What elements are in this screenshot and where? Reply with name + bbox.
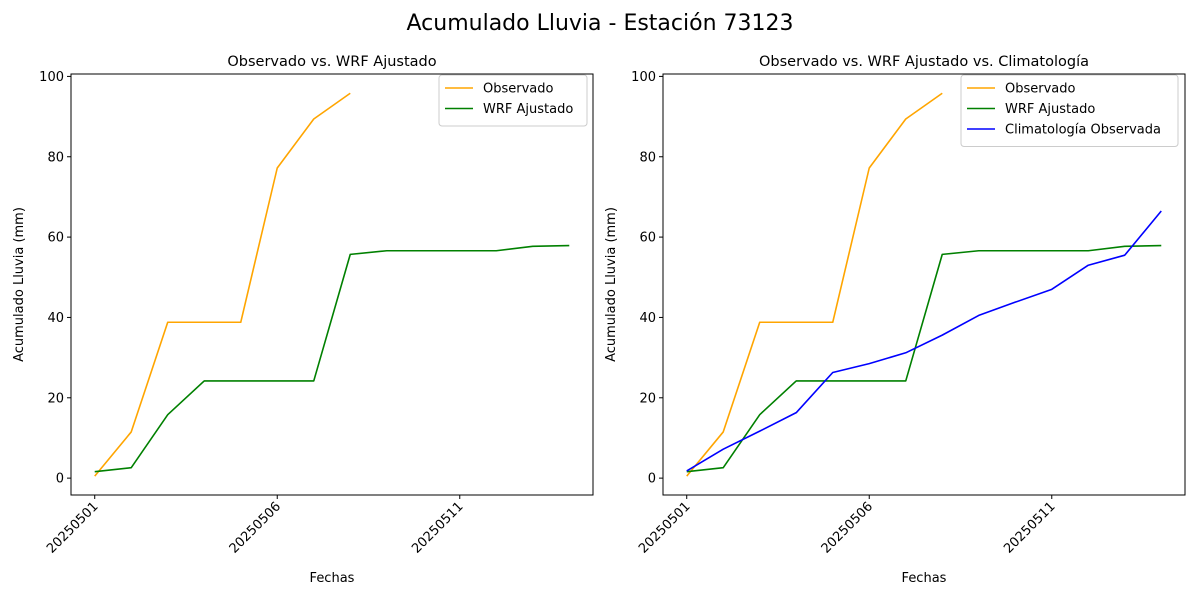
chart-title: Observado vs. WRF Ajustado vs. Climatolo… — [759, 54, 1089, 70]
x-axis-label: Fechas — [902, 571, 947, 586]
legend-label: Observado — [1005, 82, 1076, 97]
y-tick-label: 80 — [47, 150, 64, 165]
y-tick-label: 100 — [39, 70, 64, 85]
y-tick-label: 20 — [47, 391, 64, 406]
legend: Observado WRF Ajustado — [438, 74, 588, 127]
plot-frame — [662, 73, 1186, 496]
y-tick-label: 60 — [639, 231, 656, 246]
y-axis-label: Acumulado Lluvia (mm) — [12, 207, 27, 362]
x-tick-label: 20250501 — [44, 499, 101, 556]
chart-panel-2: Observado vs. WRF Ajustado vs. Climatolo… — [604, 54, 1186, 586]
plot-frame — [70, 73, 594, 496]
x-tick-label: 20250511 — [1001, 499, 1058, 556]
x-tick-label: 20250501 — [636, 499, 693, 556]
x-tick-label: 20250511 — [409, 499, 466, 556]
y-tick-label: 0 — [648, 472, 656, 487]
y-tick-label: 100 — [631, 70, 656, 85]
series-line-observado — [94, 92, 351, 477]
x-axis-label: Fechas — [310, 571, 355, 586]
legend-label: Observado — [483, 82, 554, 97]
legend-box — [960, 74, 1179, 147]
y-tick-label: 0 — [56, 472, 64, 487]
x-tick-label: 20250506 — [819, 499, 876, 556]
chart-title: Observado vs. WRF Ajustado — [227, 54, 436, 70]
y-tick-label: 20 — [639, 391, 656, 406]
series-line-wrf-ajustado — [686, 244, 1162, 473]
chart-panel-1: Observado vs. WRF Ajustado 0 20 40 60 80 100 20… — [12, 54, 594, 586]
x-tick-label: 20250506 — [227, 499, 284, 556]
series-line-observado — [686, 92, 943, 477]
series-line-wrf-ajustado — [94, 244, 570, 473]
figure-suptitle: Acumulado Lluvia - Estación 73123 — [407, 11, 794, 36]
legend-label: Climatología Observada — [1005, 123, 1161, 138]
legend-label: WRF Ajustado — [1005, 102, 1095, 117]
y-tick-label: 40 — [639, 311, 656, 326]
y-tick-label: 60 — [47, 231, 64, 246]
series-line-climatolog-a-observada — [686, 210, 1162, 472]
legend-label: WRF Ajustado — [483, 102, 573, 117]
legend: Observado WRF Ajustado Climatología Observ… — [960, 74, 1179, 147]
legend-box — [438, 74, 588, 127]
y-tick-label: 80 — [639, 150, 656, 165]
y-axis-label: Acumulado Lluvia (mm) — [604, 207, 619, 362]
y-tick-label: 40 — [47, 311, 64, 326]
